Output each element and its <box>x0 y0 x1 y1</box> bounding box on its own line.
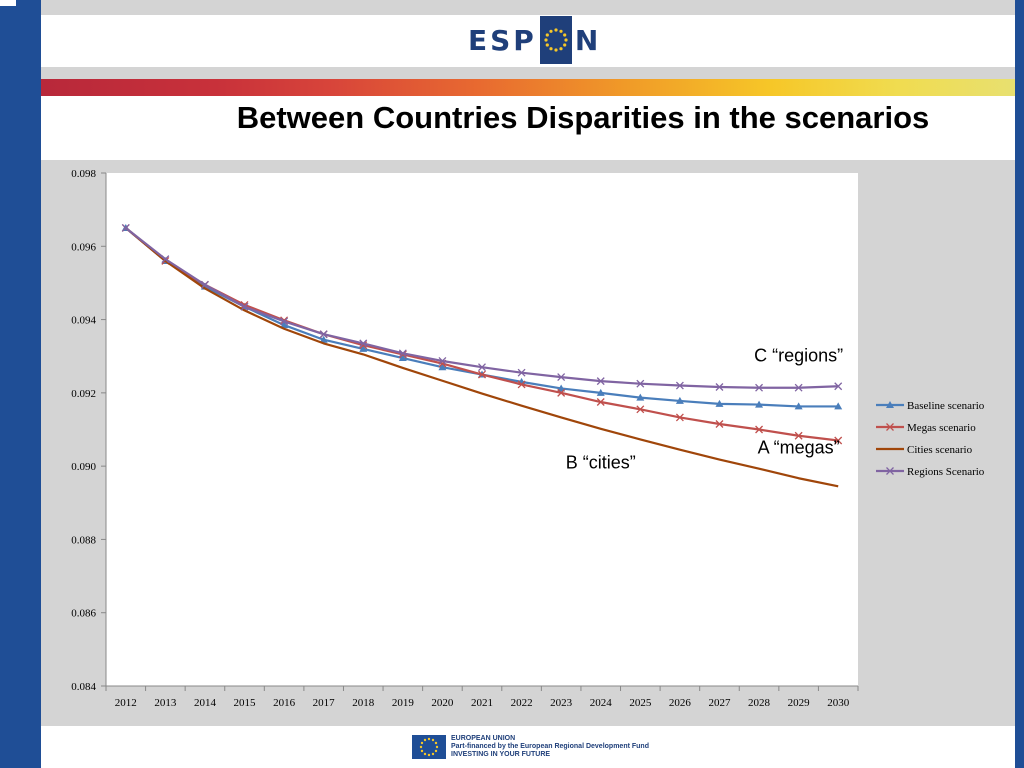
logo-text-right: N <box>574 23 602 57</box>
espon-logo: ESP N <box>468 15 601 65</box>
chart-panel <box>41 160 1015 726</box>
title-band <box>41 96 1015 160</box>
corner-mark <box>0 0 16 6</box>
logo-text-left: ESP <box>468 23 537 57</box>
right-brand-bar <box>1015 0 1024 768</box>
eu-flag-icon <box>412 735 446 759</box>
left-brand-bar <box>0 0 41 768</box>
eu-line-1: EUROPEAN UNION <box>451 735 516 742</box>
top-strip <box>41 0 1015 15</box>
logo-band <box>41 15 1015 67</box>
map-banner <box>41 79 1015 96</box>
slide-title: Between Countries Disparities in the sce… <box>236 100 930 135</box>
eu-funding-notice: EUROPEAN UNION Part-financed by the Euro… <box>412 735 649 759</box>
footer-band <box>41 726 1015 768</box>
eu-stars-icon <box>539 16 572 64</box>
eu-line-3: INVESTING IN YOUR FUTURE <box>451 751 551 758</box>
grey-strip <box>41 67 1015 79</box>
eu-line-2: Part-financed by the European Regional D… <box>451 743 649 750</box>
